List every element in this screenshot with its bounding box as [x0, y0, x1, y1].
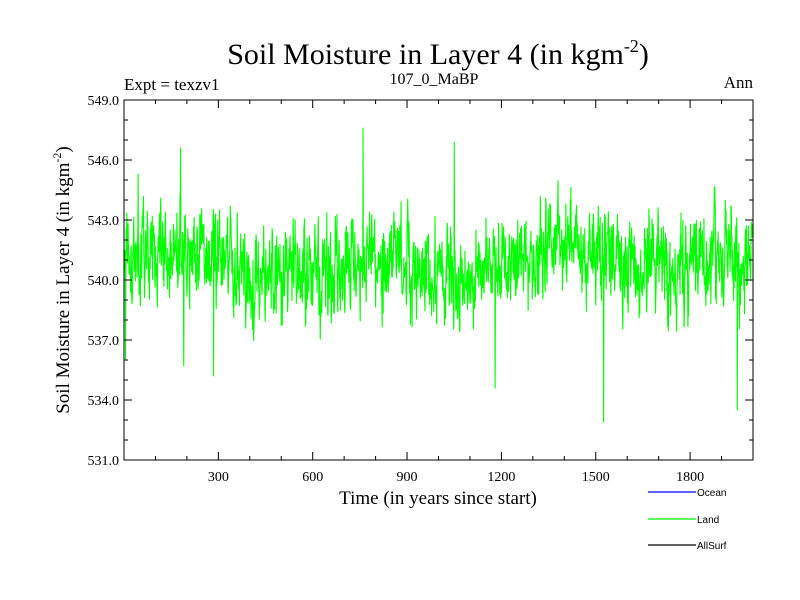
x-tick-label: 1200 — [487, 470, 515, 485]
season-label: Ann — [724, 73, 754, 92]
y-tick-label: 537.0 — [88, 334, 120, 349]
x-tick-label: 900 — [397, 470, 418, 485]
legend-label-allsurf: AllSurf — [697, 541, 727, 552]
period-label: 107_0_MaBP — [390, 71, 479, 88]
chart-title: Soil Moisture in Layer 4 (in kgm-2) — [227, 36, 649, 71]
x-tick-label: 600 — [302, 470, 323, 485]
x-axis-label: Time (in years since start) — [339, 488, 537, 509]
y-axis-label: Soil Moisture in Layer 4 (in kgm-2) — [50, 146, 74, 414]
experiment-label: Expt = texzv1 — [124, 75, 220, 94]
x-tick-label: 1800 — [676, 470, 704, 485]
y-tick-label: 549.0 — [88, 94, 120, 109]
series-line-land — [124, 127, 753, 423]
y-tick-label: 534.0 — [88, 394, 120, 409]
y-tick-label: 543.0 — [88, 214, 120, 229]
x-tick-label: 300 — [208, 470, 229, 485]
legend-label-ocean: Ocean — [697, 488, 726, 499]
y-tick-label: 540.0 — [88, 274, 120, 289]
series-layer — [124, 127, 753, 423]
x-tick-label: 1500 — [582, 470, 610, 485]
legend: Ocean Land AllSurf — [648, 488, 727, 552]
y-tick-label: 546.0 — [88, 154, 120, 169]
axis-ticks: 531.0 534.0 537.0 540.0 543.0 546.0 549.0 300 60… — [88, 94, 753, 485]
y-tick-label: 531.0 — [88, 454, 120, 469]
legend-label-land: Land — [697, 515, 719, 526]
